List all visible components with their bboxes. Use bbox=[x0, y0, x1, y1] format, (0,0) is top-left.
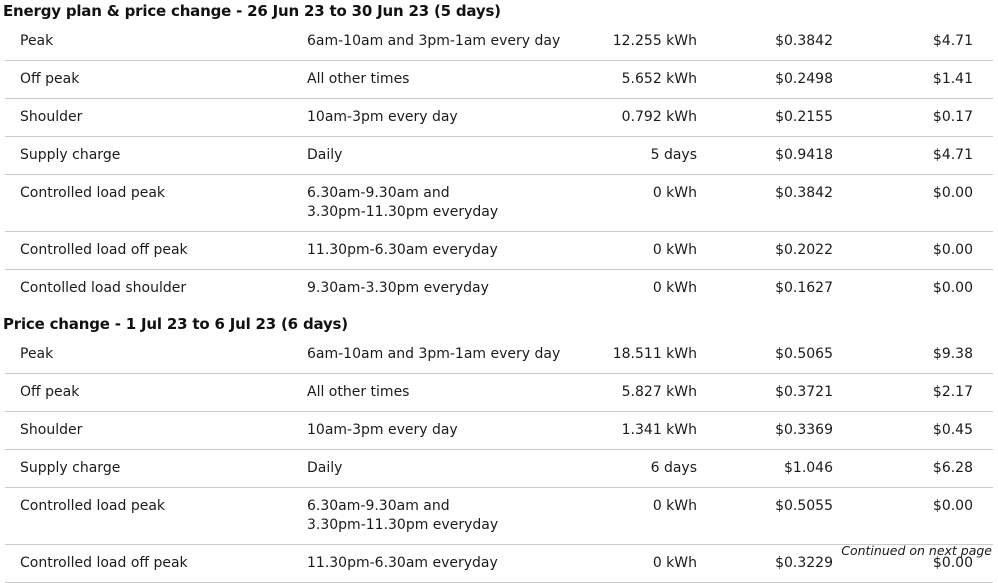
bill-document-page: Energy plan & price change - 26 Jun 23 t… bbox=[3, 2, 993, 583]
table-row: Supply charge Daily 5 days $0.9418 $4.71 bbox=[5, 137, 993, 175]
amount-cell: $0.45 bbox=[932, 422, 973, 438]
amount-cell: $0.00 bbox=[932, 242, 973, 258]
amount-cell: $9.38 bbox=[932, 346, 973, 362]
usage-type-cell: Supply charge bbox=[20, 147, 121, 163]
rate-cell: $0.3369 bbox=[775, 422, 833, 438]
rate-cell: $0.3842 bbox=[775, 33, 833, 49]
amount-cell: $2.17 bbox=[932, 384, 973, 400]
time-period-cell: All other times bbox=[307, 384, 410, 400]
amount-cell: $4.71 bbox=[932, 33, 973, 49]
table-row: Shoulder 10am-3pm every day 1.341 kWh $0… bbox=[5, 412, 993, 450]
usage-type-cell: Contolled load shoulder bbox=[20, 280, 187, 296]
amount-cell: $4.71 bbox=[932, 147, 973, 163]
rate-cell: $0.2022 bbox=[775, 242, 833, 258]
energy-plan-table: Peak 6am-10am and 3pm-1am every day 12.2… bbox=[5, 23, 993, 307]
quantity-cell: 1.341 kWh bbox=[621, 422, 697, 438]
time-period-cell: 11.30pm-6.30am everyday bbox=[307, 555, 498, 571]
time-period-cell: 10am-3pm every day bbox=[307, 109, 458, 125]
rate-cell: $0.5065 bbox=[775, 346, 833, 362]
quantity-cell: 5.827 kWh bbox=[621, 384, 697, 400]
amount-cell: $0.17 bbox=[932, 109, 973, 125]
table-row: Supply charge Daily 6 days $1.046 $6.28 bbox=[5, 450, 993, 488]
price-change-section: Price change - 1 Jul 23 to 6 Jul 23 (6 d… bbox=[0, 307, 998, 583]
usage-type-cell: Off peak bbox=[20, 384, 80, 400]
price-change-table: Peak 6am-10am and 3pm-1am every day 18.5… bbox=[5, 336, 993, 583]
time-period-cell: 11.30pm-6.30am everyday bbox=[307, 242, 498, 258]
amount-cell: $0.00 bbox=[932, 498, 973, 514]
usage-type-cell: Shoulder bbox=[20, 109, 83, 125]
section-title: Energy plan & price change - 26 Jun 23 t… bbox=[3, 2, 501, 20]
continued-on-next-page-note: Continued on next page bbox=[841, 543, 992, 558]
usage-type-cell: Controlled load off peak bbox=[20, 242, 188, 258]
amount-cell: $1.41 bbox=[932, 71, 973, 87]
rate-cell: $0.3842 bbox=[775, 185, 833, 201]
time-period-cell: 6am-10am and 3pm-1am every day bbox=[307, 33, 561, 49]
time-period-cell: 6.30am-9.30am and 3.30pm-11.30pm everyda… bbox=[307, 498, 499, 533]
table-row: Controlled load peak 6.30am-9.30am and 3… bbox=[5, 488, 993, 545]
amount-cell: $6.28 bbox=[932, 460, 973, 476]
table-row: Off peak All other times 5.652 kWh $0.24… bbox=[5, 61, 993, 99]
quantity-cell: 12.255 kWh bbox=[612, 33, 697, 49]
quantity-cell: 0.792 kWh bbox=[621, 109, 697, 125]
rate-cell: $0.2498 bbox=[775, 71, 833, 87]
table-row: Contolled load shoulder 9.30am-3.30pm ev… bbox=[5, 270, 993, 307]
usage-type-cell: Supply charge bbox=[20, 460, 121, 476]
time-period-cell: 6am-10am and 3pm-1am every day bbox=[307, 346, 561, 362]
rate-cell: $0.2155 bbox=[775, 109, 833, 125]
energy-plan-section: Energy plan & price change - 26 Jun 23 t… bbox=[3, 2, 993, 307]
usage-type-cell: Shoulder bbox=[20, 422, 83, 438]
table-row: Peak 6am-10am and 3pm-1am every day 12.2… bbox=[5, 23, 993, 61]
quantity-cell: 5.652 kWh bbox=[621, 71, 697, 87]
table-row: Peak 6am-10am and 3pm-1am every day 18.5… bbox=[5, 336, 993, 374]
time-period-cell: 6.30am-9.30am and 3.30pm-11.30pm everyda… bbox=[307, 185, 499, 220]
rate-cell: $0.3721 bbox=[775, 384, 833, 400]
rate-cell: $0.9418 bbox=[775, 147, 833, 163]
rate-cell: $0.5055 bbox=[775, 498, 833, 514]
time-period-cell: Daily bbox=[307, 460, 343, 476]
table-row: Shoulder 10am-3pm every day 0.792 kWh $0… bbox=[5, 99, 993, 137]
quantity-cell: 0 kWh bbox=[652, 280, 697, 296]
rate-cell: $1.046 bbox=[784, 460, 833, 476]
quantity-cell: 0 kWh bbox=[652, 555, 697, 571]
amount-cell: $0.00 bbox=[932, 185, 973, 201]
quantity-cell: 5 days bbox=[650, 147, 697, 163]
table-row: Controlled load peak 6.30am-9.30am and 3… bbox=[5, 175, 993, 232]
section-title: Price change - 1 Jul 23 to 6 Jul 23 (6 d… bbox=[3, 315, 348, 333]
time-period-cell: 10am-3pm every day bbox=[307, 422, 458, 438]
usage-type-cell: Controlled load peak bbox=[20, 185, 166, 201]
time-period-cell: 9.30am-3.30pm everyday bbox=[307, 280, 489, 296]
table-row: Off peak All other times 5.827 kWh $0.37… bbox=[5, 374, 993, 412]
usage-type-cell: Off peak bbox=[20, 71, 80, 87]
amount-cell: $0.00 bbox=[932, 555, 973, 571]
quantity-cell: 18.511 kWh bbox=[612, 346, 697, 362]
usage-type-cell: Peak bbox=[20, 33, 54, 49]
amount-cell: $0.00 bbox=[932, 280, 973, 296]
time-period-cell: Daily bbox=[307, 147, 343, 163]
usage-type-cell: Peak bbox=[20, 346, 54, 362]
rate-cell: $0.3229 bbox=[775, 555, 833, 571]
quantity-cell: 0 kWh bbox=[652, 242, 697, 258]
rate-cell: $0.1627 bbox=[775, 280, 833, 296]
table-row: Controlled load off peak 11.30pm-6.30am … bbox=[5, 232, 993, 270]
time-period-cell: All other times bbox=[307, 71, 410, 87]
usage-type-cell: Controlled load peak bbox=[20, 498, 166, 514]
quantity-cell: 0 kWh bbox=[652, 498, 697, 514]
quantity-cell: 0 kWh bbox=[652, 185, 697, 201]
usage-type-cell: Controlled load off peak bbox=[20, 555, 188, 571]
quantity-cell: 6 days bbox=[650, 460, 697, 476]
